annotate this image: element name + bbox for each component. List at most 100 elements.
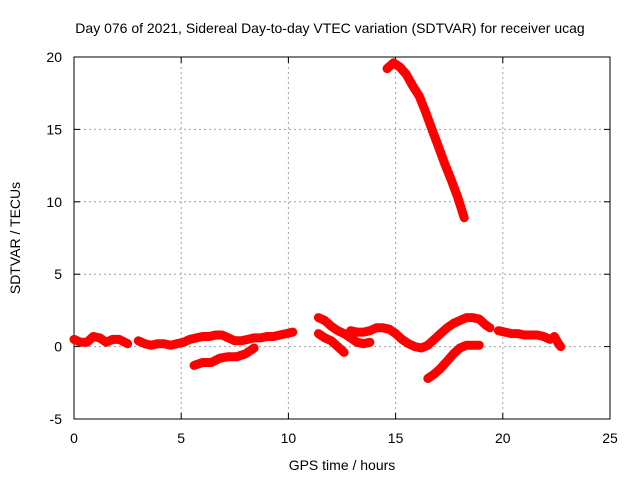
data-point <box>166 341 175 350</box>
data-point <box>314 329 323 338</box>
data-point <box>430 335 439 344</box>
data-point <box>82 338 91 347</box>
x-tick-label: 0 <box>70 430 78 446</box>
data-point <box>250 344 259 353</box>
data-point <box>481 320 490 329</box>
data-point <box>436 364 445 373</box>
y-axis-label: SDTVAR / TECUs <box>7 181 23 295</box>
data-point <box>70 335 78 344</box>
data-point <box>340 348 349 357</box>
data-point <box>198 358 207 367</box>
data-point <box>383 64 392 73</box>
data-point <box>333 342 342 351</box>
data-point <box>460 213 469 222</box>
series-arc-6 <box>346 313 495 353</box>
plot-frame <box>73 56 611 420</box>
data-point <box>224 333 233 342</box>
series-arc-10 <box>382 58 469 223</box>
data-point <box>404 339 413 348</box>
data-point <box>556 342 565 351</box>
data-point <box>123 339 132 348</box>
data-point <box>440 160 449 169</box>
data-point <box>449 319 458 328</box>
series-arc-1 <box>69 332 133 349</box>
y-tick-label: 15 <box>46 121 62 137</box>
data-point <box>398 335 407 344</box>
data-point <box>455 344 464 353</box>
data-point <box>550 332 559 341</box>
data-point <box>140 339 149 348</box>
data-point <box>207 358 216 367</box>
data-point <box>423 374 432 383</box>
data-point <box>389 58 398 67</box>
data-point <box>500 328 509 337</box>
data-point <box>192 333 201 342</box>
series-line <box>382 58 469 223</box>
data-point <box>385 325 394 334</box>
data-point <box>95 333 104 342</box>
data-point <box>333 326 342 335</box>
data-point <box>402 70 411 79</box>
data-point <box>172 339 181 348</box>
data-point <box>320 316 329 325</box>
series-arc-5 <box>313 329 349 357</box>
x-axis-label: GPS time / hours <box>288 457 396 473</box>
data-point <box>365 338 374 347</box>
axis-ticks: 0 5 10 15 20 25 -5 0 5 10 15 20 <box>46 49 618 446</box>
data-point <box>428 125 437 134</box>
data-point <box>190 361 199 370</box>
data-point <box>359 339 368 348</box>
x-tick-label: 5 <box>177 430 185 446</box>
data-point <box>115 335 124 344</box>
data-point <box>217 331 226 340</box>
grid-lines <box>74 57 610 419</box>
series-arc-8 <box>494 326 555 344</box>
data-point <box>353 338 362 347</box>
y-tick-label: 20 <box>46 49 62 65</box>
data-point <box>455 316 464 325</box>
data-point <box>269 332 278 341</box>
data-point <box>179 338 188 347</box>
data-point <box>243 335 252 344</box>
data-point <box>346 326 355 335</box>
data-point <box>134 336 143 345</box>
data-point <box>288 328 297 337</box>
data-point <box>430 370 439 379</box>
data-point <box>224 352 233 361</box>
data-point <box>449 349 458 358</box>
data-point <box>494 326 503 335</box>
data-point <box>147 341 156 350</box>
data-point <box>468 313 477 322</box>
data-point <box>205 332 214 341</box>
data-point <box>256 333 265 342</box>
data-point <box>237 336 246 345</box>
data-point <box>232 352 241 361</box>
data-point <box>365 326 374 335</box>
data-point <box>215 354 224 363</box>
data-point <box>417 344 426 353</box>
x-tick-label: 15 <box>388 430 404 446</box>
data-point <box>314 313 323 322</box>
series-arc-9 <box>549 332 566 352</box>
data-point <box>327 336 336 345</box>
data-point <box>485 323 494 332</box>
data-point <box>160 339 169 348</box>
data-point <box>185 335 194 344</box>
x-tick-label: 10 <box>281 430 297 446</box>
series-arc-3 <box>189 343 259 370</box>
data-point <box>453 193 462 202</box>
data-point <box>434 142 443 151</box>
data-point <box>475 315 484 324</box>
y-tick-label: 5 <box>54 266 62 282</box>
data-point <box>443 357 452 366</box>
data-point <box>415 92 424 101</box>
x-tick-label: 25 <box>602 430 618 446</box>
data-point <box>359 328 368 337</box>
data-point <box>539 332 548 341</box>
data-point <box>410 342 419 351</box>
series-arc-4 <box>313 313 375 349</box>
data-point <box>327 322 336 331</box>
data-point <box>436 329 445 338</box>
chart-title: Day 076 of 2021, Sidereal Day-to-day VTE… <box>75 20 585 36</box>
